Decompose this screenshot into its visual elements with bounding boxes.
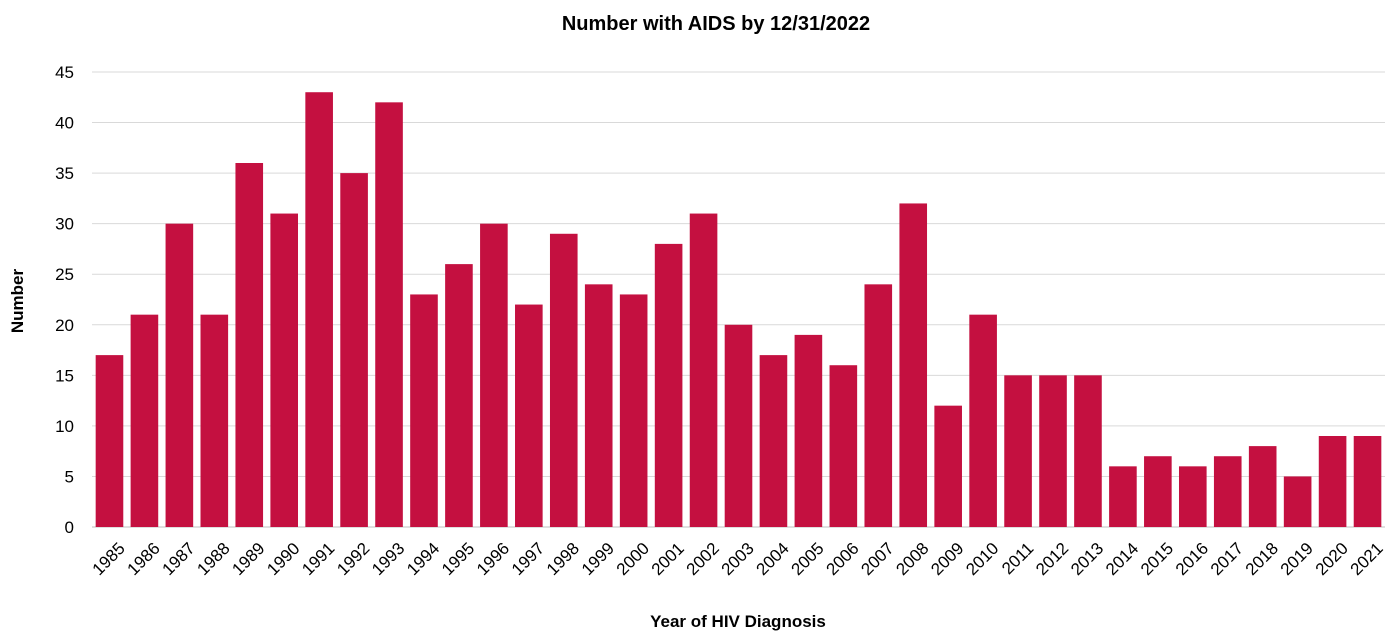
x-tick-label-1993: 1993 xyxy=(368,539,408,579)
y-tick-label: 45 xyxy=(55,63,74,82)
y-tick-label: 0 xyxy=(65,518,74,537)
x-tick-label-2015: 2015 xyxy=(1137,539,1177,579)
x-tick-label-2021: 2021 xyxy=(1347,539,1387,579)
y-tick-label: 10 xyxy=(55,417,74,436)
x-tick-label-2014: 2014 xyxy=(1102,539,1142,579)
x-tick-label-1986: 1986 xyxy=(124,539,164,579)
bar-1990 xyxy=(270,213,299,528)
x-tick-label-2003: 2003 xyxy=(718,539,758,579)
y-tick-label: 35 xyxy=(55,164,74,183)
bar-2000 xyxy=(619,294,648,527)
bars xyxy=(95,92,1382,528)
x-tick-label-2005: 2005 xyxy=(788,539,828,579)
x-tick-label-2009: 2009 xyxy=(927,539,967,579)
x-tick-label-1994: 1994 xyxy=(403,539,443,579)
bar-1988 xyxy=(200,314,229,527)
bar-1993 xyxy=(375,102,403,527)
bar-1992 xyxy=(340,173,368,527)
bar-2004 xyxy=(759,355,788,527)
x-tick-label-1985: 1985 xyxy=(89,539,129,579)
x-axis-ticks: 1985198619871988198919901991199219931994… xyxy=(89,539,1387,579)
y-tick-label: 5 xyxy=(65,467,74,486)
x-tick-label-2000: 2000 xyxy=(613,539,653,579)
bar-1999 xyxy=(584,284,613,527)
x-tick-label-2012: 2012 xyxy=(1032,539,1072,579)
x-tick-label-1989: 1989 xyxy=(228,539,268,579)
x-tick-label-1995: 1995 xyxy=(438,539,478,579)
x-tick-label-2016: 2016 xyxy=(1172,539,1212,579)
x-tick-label-2002: 2002 xyxy=(683,539,723,579)
x-tick-label-2010: 2010 xyxy=(962,539,1002,579)
bar-1994 xyxy=(410,294,438,527)
y-axis-label: Number xyxy=(8,269,27,334)
x-tick-label-1996: 1996 xyxy=(473,539,513,579)
bar-2009 xyxy=(934,405,962,527)
bar-1987 xyxy=(165,223,194,527)
bar-2010 xyxy=(969,314,997,527)
y-tick-label: 40 xyxy=(55,114,74,133)
x-tick-label-1991: 1991 xyxy=(298,539,338,579)
y-tick-label: 25 xyxy=(55,265,74,284)
y-tick-label: 30 xyxy=(55,215,74,234)
x-tick-label-2013: 2013 xyxy=(1067,539,1107,579)
bar-2021 xyxy=(1353,436,1382,527)
y-axis-ticks: 0 5 10 15 20 25 30 35 40 45 xyxy=(55,63,74,537)
bar-1997 xyxy=(515,304,543,527)
bar-2001 xyxy=(654,243,683,527)
bar-2003 xyxy=(724,324,753,527)
bar-2015 xyxy=(1144,456,1172,527)
bar-1989 xyxy=(235,163,264,527)
x-axis-label: Year of HIV Diagnosis xyxy=(650,612,826,631)
x-tick-label-1990: 1990 xyxy=(263,539,303,579)
x-tick-label-1998: 1998 xyxy=(543,539,583,579)
bar-2005 xyxy=(794,334,823,527)
bar-2016 xyxy=(1178,466,1207,527)
bar-2002 xyxy=(689,213,718,528)
bar-2017 xyxy=(1213,456,1242,527)
bar-1991 xyxy=(305,92,333,527)
bar-2014 xyxy=(1109,466,1137,527)
x-tick-label-2006: 2006 xyxy=(822,539,862,579)
bar-2013 xyxy=(1074,375,1102,527)
bar-2020 xyxy=(1318,436,1347,527)
x-tick-label-2004: 2004 xyxy=(753,539,793,579)
x-tick-label-2020: 2020 xyxy=(1312,539,1352,579)
y-tick-label: 20 xyxy=(55,316,74,335)
x-tick-label-2018: 2018 xyxy=(1242,539,1282,579)
x-tick-label-2017: 2017 xyxy=(1207,539,1247,579)
bar-2007 xyxy=(864,284,893,527)
x-tick-label-2011: 2011 xyxy=(998,539,1037,578)
x-tick-label-2001: 2001 xyxy=(648,539,688,579)
bar-1986 xyxy=(130,314,159,527)
bar-2011 xyxy=(1004,375,1032,527)
x-tick-label-1992: 1992 xyxy=(333,539,373,579)
x-tick-label-2008: 2008 xyxy=(892,539,932,579)
bar-2012 xyxy=(1039,375,1067,527)
y-tick-label: 15 xyxy=(55,366,74,385)
x-tick-label-1999: 1999 xyxy=(578,539,618,579)
bar-1995 xyxy=(445,264,473,527)
bar-2008 xyxy=(899,203,928,527)
x-tick-label-1987: 1987 xyxy=(158,539,198,579)
x-tick-label-2007: 2007 xyxy=(857,539,897,579)
bar-1998 xyxy=(549,233,578,527)
bar-2018 xyxy=(1248,446,1277,527)
x-tick-label-1997: 1997 xyxy=(508,539,548,579)
bar-1985 xyxy=(95,355,124,527)
bar-2006 xyxy=(829,365,858,527)
chart-title: Number with AIDS by 12/31/2022 xyxy=(562,13,870,35)
bar-2019 xyxy=(1283,476,1312,527)
x-tick-label-1988: 1988 xyxy=(193,539,233,579)
bar-1996 xyxy=(480,223,508,527)
x-tick-label-2019: 2019 xyxy=(1277,539,1317,579)
